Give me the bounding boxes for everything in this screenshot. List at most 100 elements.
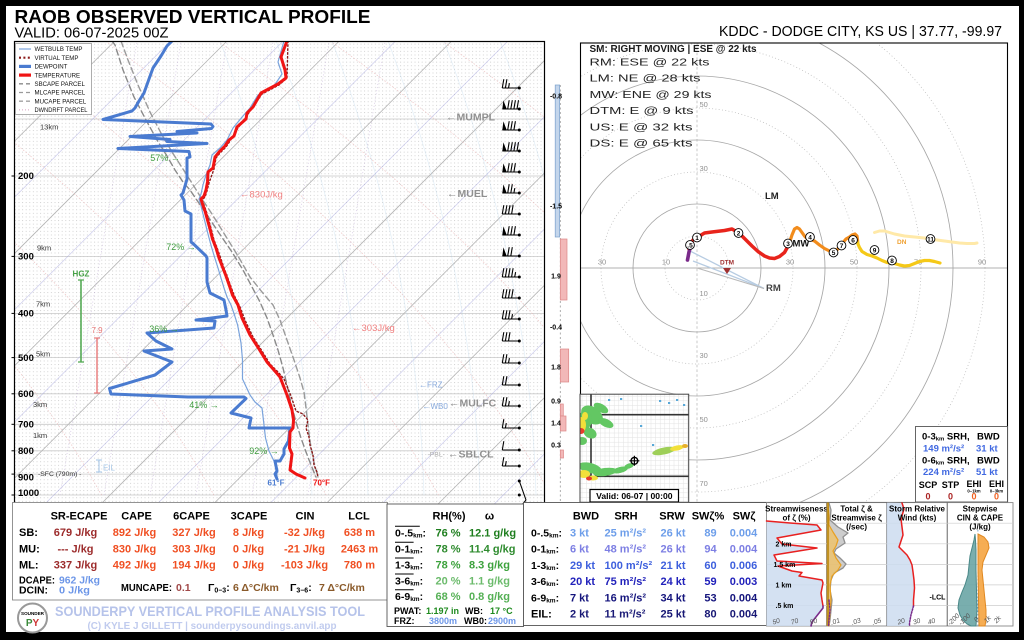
svg-text:Valid: 06-07 | 00:00: Valid: 06-07 | 00:00 bbox=[596, 491, 673, 501]
svg-text:962 J/kg: 962 J/kg bbox=[59, 574, 100, 586]
svg-text:.05: .05 bbox=[871, 617, 882, 627]
svg-text:4: 4 bbox=[808, 234, 812, 241]
svg-text:MUCAPE PARCEL: MUCAPE PARCEL bbox=[35, 98, 87, 105]
svg-text:←MUMPL: ←MUMPL bbox=[446, 112, 496, 124]
svg-text:53: 53 bbox=[704, 592, 716, 604]
svg-text:.5 km: .5 km bbox=[776, 603, 794, 610]
svg-text:ML:: ML: bbox=[19, 560, 39, 572]
svg-text:11 m²/s²: 11 m²/s² bbox=[605, 609, 646, 621]
svg-text:3800m: 3800m bbox=[429, 616, 457, 626]
svg-text:1.9: 1.9 bbox=[551, 274, 561, 281]
svg-text:EIL: EIL bbox=[103, 464, 116, 473]
svg-text:16 m²/s²: 16 m²/s² bbox=[605, 592, 647, 604]
svg-text:892 J/kg: 892 J/kg bbox=[113, 527, 156, 539]
svg-text:WETBULB TEMP: WETBULB TEMP bbox=[35, 46, 83, 53]
svg-text:DN: DN bbox=[897, 239, 907, 246]
svg-text:0 J/kg: 0 J/kg bbox=[233, 560, 264, 572]
svg-text:11: 11 bbox=[927, 236, 934, 243]
svg-text:1: 1 bbox=[695, 235, 699, 242]
svg-text:Streamwise ζ: Streamwise ζ bbox=[831, 514, 882, 523]
svg-text:70: 70 bbox=[790, 618, 800, 627]
svg-text:70°F: 70°F bbox=[313, 479, 330, 488]
svg-text:←MULFC: ←MULFC bbox=[449, 398, 497, 410]
svg-text:61°F: 61°F bbox=[268, 479, 285, 488]
svg-text:DCAPE:: DCAPE: bbox=[19, 574, 55, 586]
svg-text:9km: 9km bbox=[37, 244, 51, 253]
svg-text:31 kt: 31 kt bbox=[976, 444, 998, 455]
svg-text:CAPE: CAPE bbox=[121, 511, 152, 523]
svg-text:0-1km:: 0-1km: bbox=[531, 543, 559, 555]
svg-text:327 J/kg: 327 J/kg bbox=[172, 527, 215, 539]
svg-text:0.9: 0.9 bbox=[551, 399, 561, 406]
svg-text:94: 94 bbox=[704, 543, 717, 555]
svg-text:29 kt: 29 kt bbox=[570, 560, 595, 572]
svg-text:EIL:: EIL: bbox=[531, 609, 552, 621]
svg-text:25 kt: 25 kt bbox=[661, 609, 686, 621]
svg-text:SM: RIGHT MOVING | ESE @ 22 kt: SM: RIGHT MOVING | ESE @ 22 kts bbox=[590, 44, 757, 55]
svg-text:194 J/kg: 194 J/kg bbox=[172, 560, 215, 572]
svg-text:200: 200 bbox=[18, 171, 34, 182]
svg-text:SCP: SCP bbox=[919, 480, 938, 490]
svg-text:KDDC - DODGE CITY, KS US | 37.: KDDC - DODGE CITY, KS US | 37.77, -99.97 bbox=[719, 24, 1002, 40]
svg-text:50: 50 bbox=[700, 415, 708, 424]
svg-text:0.004: 0.004 bbox=[730, 609, 758, 621]
svg-text:0.004: 0.004 bbox=[730, 592, 758, 604]
svg-text:830 J/kg: 830 J/kg bbox=[113, 544, 156, 556]
svg-text:40: 40 bbox=[927, 618, 937, 627]
svg-text:FRZ:: FRZ: bbox=[394, 616, 415, 626]
svg-text:90: 90 bbox=[809, 618, 819, 627]
svg-text:679 J/kg: 679 J/kg bbox=[54, 527, 97, 539]
svg-text:of ζ (%): of ζ (%) bbox=[782, 514, 810, 523]
svg-text:1.5 km: 1.5 km bbox=[774, 562, 796, 569]
svg-text:0.004: 0.004 bbox=[730, 527, 758, 539]
svg-text:700: 700 bbox=[18, 420, 34, 431]
svg-text:492 J/kg: 492 J/kg bbox=[113, 560, 156, 572]
svg-text:MU:: MU: bbox=[19, 544, 40, 556]
svg-text:80: 80 bbox=[704, 609, 716, 621]
svg-text:←FRZ: ←FRZ bbox=[419, 381, 443, 390]
svg-text:SOUNDER: SOUNDER bbox=[21, 611, 45, 616]
svg-text:←303J/kg: ←303J/kg bbox=[352, 323, 395, 334]
svg-text:0.8 g/kg: 0.8 g/kg bbox=[469, 591, 510, 603]
svg-text:6 Δ°C/km: 6 Δ°C/km bbox=[233, 582, 279, 594]
svg-text:70: 70 bbox=[700, 479, 708, 488]
svg-text:51 kt: 51 kt bbox=[976, 467, 998, 478]
svg-text:3: 3 bbox=[786, 241, 790, 248]
svg-text:DWNDRFT PARCEL: DWNDRFT PARCEL bbox=[35, 107, 89, 114]
svg-text:0−3km: 0−3km bbox=[990, 489, 1003, 494]
svg-text:DEWPOINT: DEWPOINT bbox=[35, 64, 68, 71]
svg-text:17 °C: 17 °C bbox=[490, 606, 513, 616]
svg-text:2k: 2k bbox=[992, 615, 1003, 626]
svg-text:3-6km:: 3-6km: bbox=[531, 576, 559, 588]
svg-text:26 kt: 26 kt bbox=[661, 527, 686, 539]
svg-text:638 m: 638 m bbox=[344, 527, 375, 539]
svg-text:1000: 1000 bbox=[18, 488, 39, 499]
svg-text:8.3 g/kg: 8.3 g/kg bbox=[469, 559, 510, 571]
svg-text:78 %: 78 % bbox=[435, 559, 460, 571]
svg-text:0: 0 bbox=[948, 492, 953, 502]
svg-text:11.4 g/kg: 11.4 g/kg bbox=[469, 544, 515, 556]
svg-text:224 m²/s²: 224 m²/s² bbox=[923, 467, 964, 478]
svg-text:-SFC (790m) -: -SFC (790m) - bbox=[38, 471, 81, 478]
svg-text:400: 400 bbox=[18, 309, 34, 320]
svg-text:50: 50 bbox=[772, 618, 782, 627]
svg-text:0: 0 bbox=[925, 492, 930, 502]
svg-text:5: 5 bbox=[832, 250, 836, 257]
svg-text:0 J/kg: 0 J/kg bbox=[233, 544, 264, 556]
svg-text:SBCAPE PARCEL: SBCAPE PARCEL bbox=[35, 81, 86, 88]
svg-text:--- J/kg: --- J/kg bbox=[57, 544, 93, 556]
svg-text:1k: 1k bbox=[983, 615, 993, 625]
svg-text:.5: .5 bbox=[687, 242, 693, 249]
svg-text:30: 30 bbox=[598, 258, 606, 267]
svg-text:0.3: 0.3 bbox=[551, 443, 561, 450]
svg-text:←WB0: ←WB0 bbox=[423, 402, 449, 411]
svg-text:DTM: E @ 9 kts: DTM: E @ 9 kts bbox=[590, 105, 694, 117]
svg-text:10: 10 bbox=[662, 258, 670, 267]
svg-text:MUNCAPE:: MUNCAPE: bbox=[121, 582, 172, 594]
svg-text:DTM: DTM bbox=[720, 260, 734, 267]
svg-text:50: 50 bbox=[700, 100, 708, 109]
svg-text:7: 7 bbox=[840, 243, 844, 250]
svg-text:SB:: SB: bbox=[19, 527, 38, 539]
svg-text:24 kt: 24 kt bbox=[661, 576, 686, 588]
svg-text:SOUNDERPY VERTICAL PROFILE ANA: SOUNDERPY VERTICAL PROFILE ANALYSIS TOOL bbox=[55, 604, 365, 619]
